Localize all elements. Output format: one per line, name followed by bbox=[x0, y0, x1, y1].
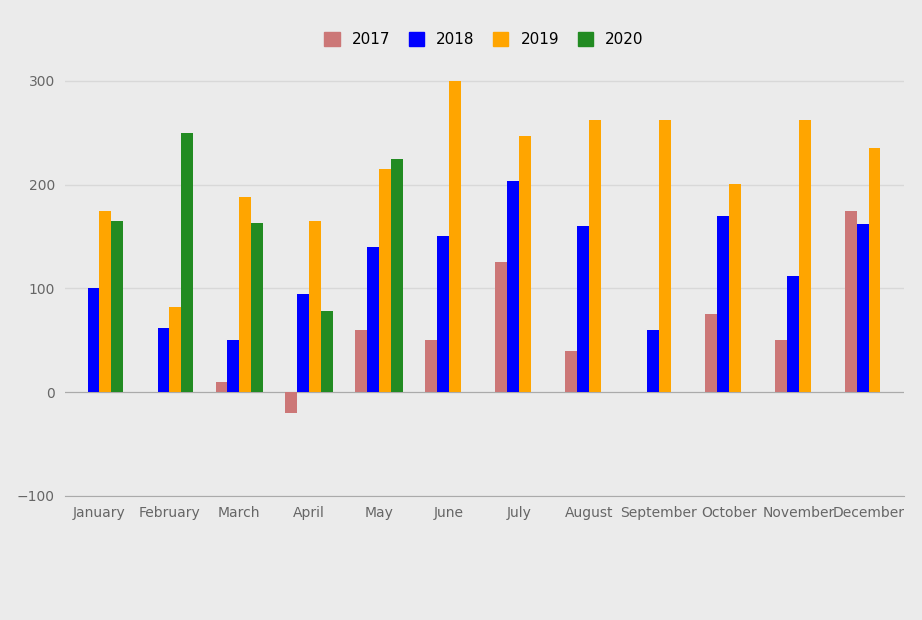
Bar bbox=[845, 211, 857, 392]
Bar bbox=[309, 221, 321, 392]
Bar bbox=[798, 120, 810, 392]
Bar bbox=[298, 293, 309, 392]
Bar bbox=[251, 223, 263, 392]
Bar bbox=[391, 159, 403, 392]
Bar bbox=[286, 392, 298, 413]
Bar bbox=[774, 340, 786, 392]
Bar bbox=[728, 184, 740, 392]
Bar bbox=[88, 288, 100, 392]
Bar bbox=[565, 351, 577, 392]
Bar bbox=[158, 328, 170, 392]
Legend: 2017, 2018, 2019, 2020: 2017, 2018, 2019, 2020 bbox=[318, 26, 650, 53]
Bar bbox=[659, 120, 670, 392]
Bar bbox=[507, 182, 519, 392]
Bar bbox=[705, 314, 717, 392]
Bar bbox=[112, 221, 124, 392]
Bar bbox=[869, 148, 881, 392]
Bar bbox=[228, 340, 240, 392]
Bar bbox=[321, 311, 333, 392]
Bar bbox=[170, 307, 182, 392]
Bar bbox=[449, 81, 461, 392]
Bar bbox=[216, 382, 228, 392]
Bar bbox=[857, 224, 869, 392]
Bar bbox=[355, 330, 367, 392]
Bar bbox=[495, 262, 507, 392]
Bar bbox=[786, 276, 798, 392]
Bar bbox=[519, 136, 531, 392]
Bar bbox=[437, 236, 449, 392]
Bar bbox=[367, 247, 379, 392]
Bar bbox=[647, 330, 659, 392]
Bar bbox=[577, 226, 589, 392]
Bar bbox=[717, 216, 728, 392]
Bar bbox=[240, 197, 251, 392]
Bar bbox=[100, 211, 112, 392]
Bar bbox=[425, 340, 437, 392]
Bar bbox=[589, 120, 601, 392]
Bar bbox=[182, 133, 194, 392]
Bar bbox=[379, 169, 391, 392]
